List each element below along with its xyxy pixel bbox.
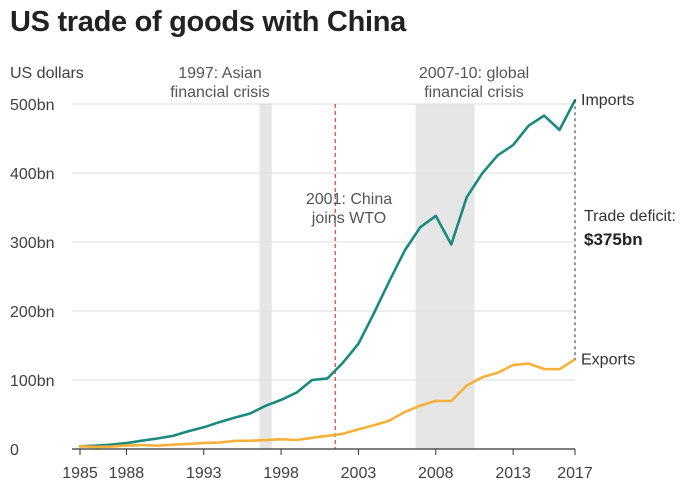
- x-tick-label: 1993: [186, 465, 222, 482]
- wto-label-line-1: 2001: China: [306, 191, 392, 208]
- y-tick-label: 0: [10, 442, 19, 459]
- x-tick-label: 1998: [263, 465, 299, 482]
- y-tick-label: 500bn: [10, 97, 55, 114]
- x-tick-label: 2003: [341, 465, 377, 482]
- period-label-2-line-2: financial crisis: [424, 84, 524, 101]
- deficit-label: Trade deficit:: [584, 208, 676, 225]
- exports-series-label: Exports: [581, 351, 635, 368]
- period-label-1-line-2: financial crisis: [170, 84, 270, 101]
- period-label-1-line-1: 1997: Asian: [178, 65, 262, 82]
- x-tick-label: 2013: [495, 465, 531, 482]
- exports-line: [78, 358, 577, 449]
- y-tick-label: 400bn: [10, 166, 55, 183]
- y-tick-label: 100bn: [10, 373, 55, 390]
- shaded-period-2: [415, 104, 475, 449]
- y-tick-label: 300bn: [10, 235, 55, 252]
- imports-line: [78, 98, 577, 448]
- x-tick-label: 2008: [418, 465, 454, 482]
- chart-title: US trade of goods with China: [10, 6, 406, 38]
- y-axis-label: US dollars: [10, 65, 84, 82]
- x-tick-label: 1985: [62, 465, 98, 482]
- x-tick-label: 1988: [109, 465, 145, 482]
- x-tick-label: 2017: [557, 465, 593, 482]
- imports-series-label: Imports: [581, 92, 634, 109]
- shaded-period-1: [259, 104, 272, 449]
- y-tick-label: 200bn: [10, 304, 55, 321]
- period-label-2-line-1: 2007-10: global: [419, 65, 529, 82]
- wto-label-line-2: joins WTO: [311, 210, 386, 227]
- deficit-value: $375bn: [584, 230, 643, 249]
